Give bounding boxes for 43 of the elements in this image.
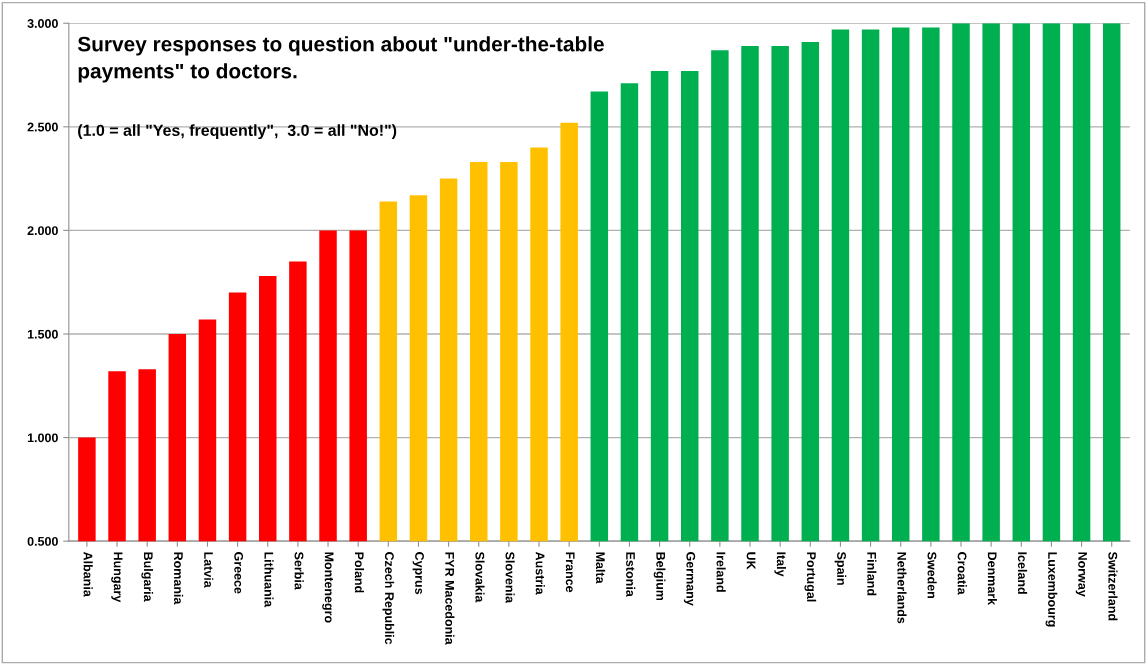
- x-tick-label: Bulgaria: [141, 552, 154, 602]
- x-tick-label: Czech Republic: [382, 552, 395, 645]
- x-tick-label: France: [565, 552, 575, 593]
- x-tick-label: Luxembourg: [1045, 552, 1058, 627]
- x-tick-label: Portugal: [804, 552, 817, 602]
- x-tick-label: Lithuania: [264, 552, 274, 608]
- x-tick-label: Malta: [595, 552, 606, 584]
- x-tick-label: Finland: [867, 552, 877, 596]
- x-tick-label: Ireland: [716, 552, 726, 592]
- x-tick-label: Greece: [234, 552, 244, 594]
- x-tick-label: Norway: [1075, 552, 1087, 597]
- x-tick-label: Latvia: [204, 552, 214, 588]
- x-tick-label: Spain: [834, 551, 847, 585]
- y-tick-label: 1.000: [27, 433, 58, 443]
- y-tick-label: 3.000: [27, 19, 58, 28]
- x-tick-label: Denmark: [987, 552, 997, 606]
- y-tick-label: 0.500: [27, 536, 58, 546]
- text: (1.0 = all "Yes, frequently", 3.0 = all "No!"): [78, 124, 397, 140]
- x-tick-label: Albania: [83, 551, 93, 597]
- x-tick-label: Belgium: [653, 552, 666, 601]
- y-tick-label: 2.500: [27, 122, 58, 132]
- x-tick-label: Croatia: [957, 552, 967, 595]
- y-tick-label: 2.000: [27, 226, 58, 236]
- x-tick-label: Serbia: [294, 551, 304, 590]
- x-tick-label: Netherlands: [897, 552, 907, 624]
- x-tick-label: UK: [746, 552, 756, 570]
- x-tick-label: Estonia: [626, 552, 636, 597]
- x-tick-label: Poland: [354, 552, 364, 593]
- x-tick-label: FYR Macedonia: [445, 552, 455, 645]
- x-tick-label: Germany: [683, 552, 696, 606]
- x-tick-label: Switzerland: [1108, 551, 1118, 621]
- x-tick-label: Iceland: [1017, 552, 1028, 594]
- x-tick-label: Sweden: [927, 551, 937, 599]
- y-tick-label: 1.500: [27, 329, 58, 339]
- x-tick-label: Slovakia: [475, 551, 485, 603]
- x-tick-label: Austria: [535, 551, 545, 595]
- x-tick-label: Cyprus: [412, 552, 424, 595]
- x-tick-label: Hungary: [111, 552, 123, 603]
- text: Survey responses to question about "under-the-table payments" to doctors.: [77, 36, 604, 83]
- x-tick-label: Italy: [774, 552, 786, 577]
- x-tick-label: Montenegro: [322, 552, 334, 623]
- x-tick-label: Romania: [173, 552, 184, 605]
- x-tick-label: Slovenia: [505, 551, 515, 604]
